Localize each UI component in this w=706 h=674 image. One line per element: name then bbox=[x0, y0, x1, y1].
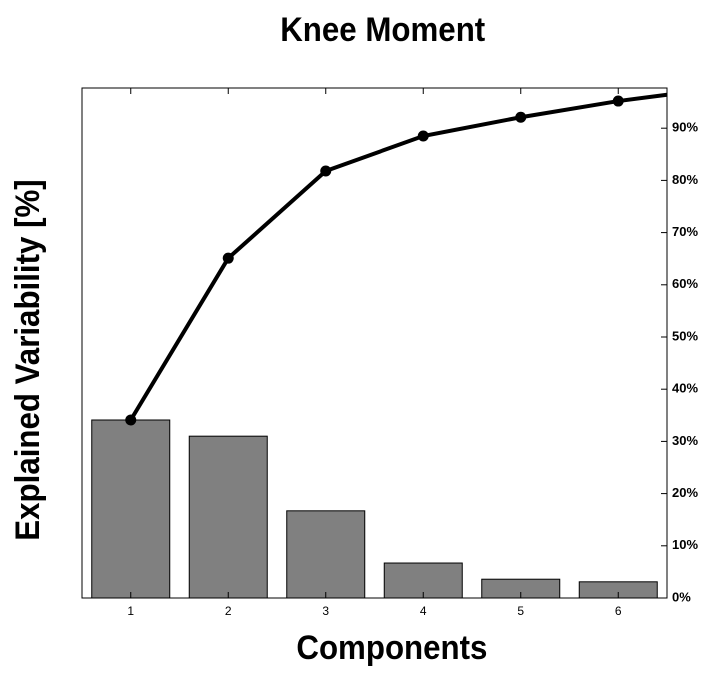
cumulative-marker bbox=[515, 111, 527, 123]
x-tick-label: 4 bbox=[420, 604, 427, 618]
y-tick-label: 90% bbox=[672, 120, 698, 135]
cumulative-marker bbox=[612, 95, 624, 107]
cumulative-line bbox=[129, 92, 668, 422]
x-tick-label: 6 bbox=[615, 604, 622, 618]
y-tick-label: 70% bbox=[672, 224, 698, 239]
cumulative-marker bbox=[320, 165, 332, 177]
y-tick-label: 80% bbox=[672, 172, 698, 187]
x-tick-label: 1 bbox=[127, 604, 134, 618]
y-tick-label: 10% bbox=[672, 537, 698, 552]
y-tick-label: 60% bbox=[672, 276, 698, 291]
y-tick-label: 20% bbox=[672, 485, 698, 500]
plot-frame bbox=[81, 87, 668, 599]
bar bbox=[286, 510, 366, 599]
y-tick-label: 50% bbox=[672, 328, 698, 343]
x-tick-label: 3 bbox=[322, 604, 329, 618]
x-tick-label: 5 bbox=[517, 604, 524, 618]
y-tick-label: 40% bbox=[672, 381, 698, 396]
chart-title: Knee Moment bbox=[280, 10, 485, 49]
x-axis-label: Components bbox=[296, 628, 487, 667]
x-tick-label: 2 bbox=[225, 604, 232, 618]
y-axis-label: Explained Variability [%] bbox=[8, 179, 47, 540]
bar bbox=[91, 419, 171, 599]
cumulative-marker bbox=[417, 130, 429, 142]
bar bbox=[188, 435, 268, 599]
y-tick-label: 0% bbox=[672, 589, 691, 604]
cumulative-marker bbox=[125, 414, 137, 426]
cumulative-marker bbox=[222, 252, 234, 264]
y-tick-label: 30% bbox=[672, 433, 698, 448]
